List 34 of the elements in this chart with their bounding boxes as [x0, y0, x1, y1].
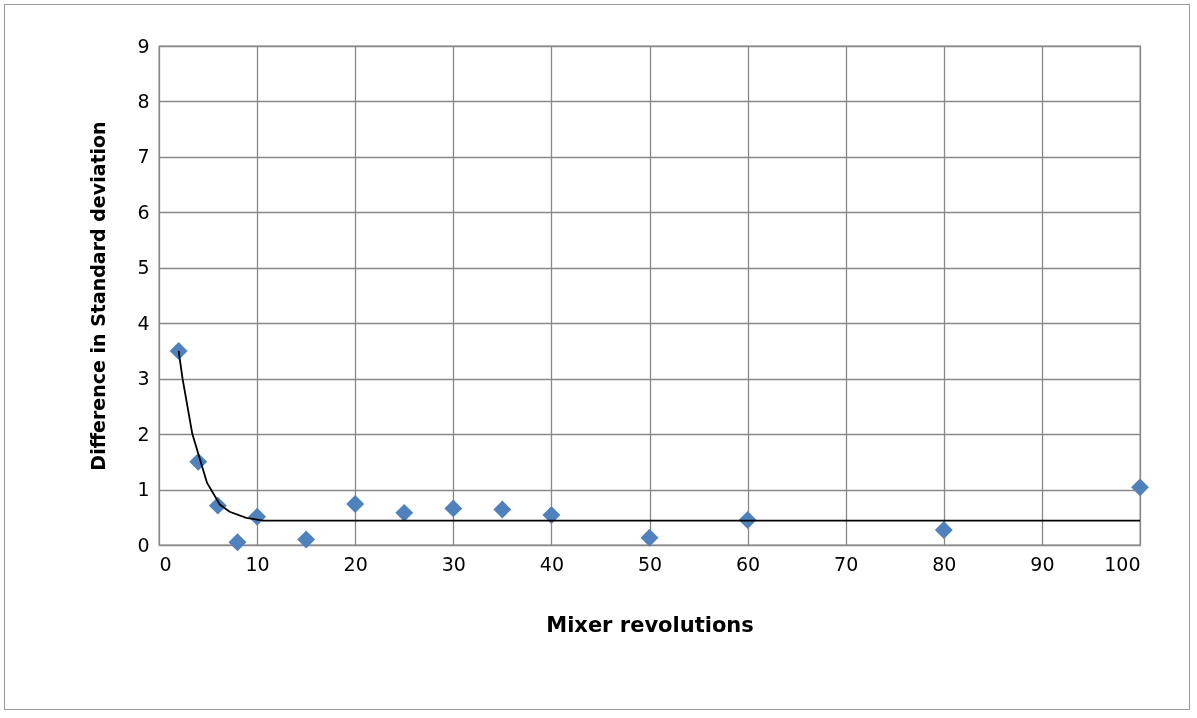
y-tick-label: 6 [137, 200, 150, 223]
y-tick-label: 9 [137, 34, 150, 57]
x-tick-label: 10 [245, 552, 270, 575]
point [1131, 478, 1149, 497]
x-tick-label: 20 [343, 552, 368, 575]
point [444, 499, 463, 518]
point [640, 528, 659, 547]
x-tick-label: 30 [441, 552, 466, 575]
y-tick-label: 1 [137, 478, 150, 501]
x-tick-label: 100 [1104, 552, 1141, 575]
x-tick-label: 90 [1030, 552, 1055, 575]
point [493, 500, 512, 519]
point [934, 521, 953, 539]
y-tick-label: 0 [137, 533, 150, 556]
y-axis-title: Difference in Standard deviation [87, 121, 110, 471]
point [169, 342, 188, 360]
x-axis-title: Mixer revolutions [546, 612, 754, 637]
point [395, 503, 414, 522]
x-tick-label: 80 [932, 552, 957, 575]
x-tick-label: 0 [159, 552, 172, 575]
y-tick-label: 8 [137, 89, 150, 112]
x-tick-label: 60 [736, 552, 761, 575]
y-tick-label: 3 [137, 367, 150, 390]
y-tick-label: 5 [137, 256, 150, 279]
point [228, 533, 247, 552]
point [297, 530, 316, 549]
point [346, 495, 365, 513]
x-tick-label: 70 [834, 552, 859, 575]
y-tick-label: 4 [137, 311, 150, 334]
x-tick-label: 50 [637, 552, 663, 575]
y-tick-label: 2 [137, 422, 150, 445]
y-tick-label: 7 [137, 145, 150, 168]
point [542, 506, 561, 524]
x-tick-label: 40 [539, 552, 564, 575]
